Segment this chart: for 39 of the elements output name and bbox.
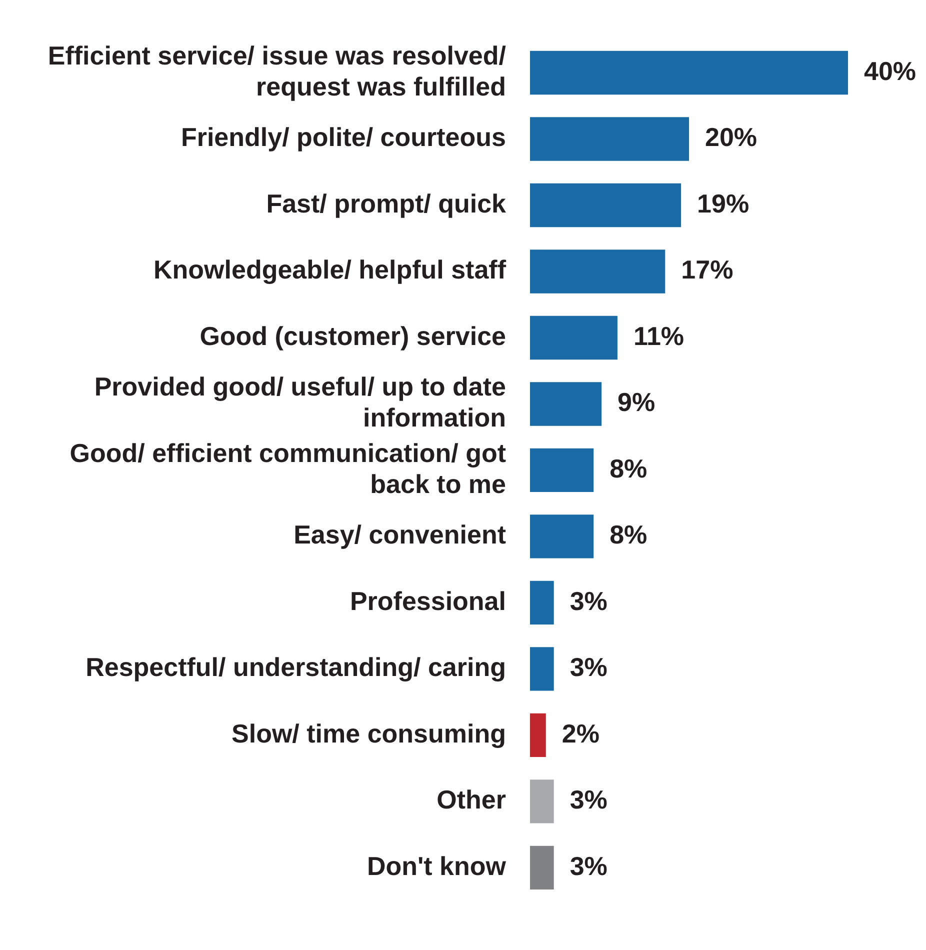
y-tick-label: Good/ efficient communication/ got back to me bbox=[70, 438, 506, 499]
y-tick-label: Efficient service/ issue was resolved/ request was fulfilled bbox=[48, 40, 506, 102]
y-tick-label: Knowledgeable/ helpful staff bbox=[154, 254, 506, 285]
data-label: 3% bbox=[570, 586, 608, 616]
bar bbox=[530, 50, 848, 95]
y-tick-label: Slow/ time consuming bbox=[232, 718, 506, 748]
bar bbox=[530, 713, 546, 758]
y-tick-label: Easy/ convenient bbox=[294, 520, 506, 550]
data-label: 3% bbox=[570, 652, 608, 682]
y-tick-label: Provided good/ useful/ up to date information bbox=[94, 372, 506, 433]
data-label: 3% bbox=[570, 784, 608, 815]
data-label: 2% bbox=[562, 718, 600, 748]
data-label: 8% bbox=[610, 520, 648, 550]
bar bbox=[530, 846, 554, 890]
bar bbox=[530, 183, 682, 228]
data-label: 19% bbox=[697, 188, 750, 218]
y-tick-label: Other bbox=[436, 784, 506, 815]
bar bbox=[530, 117, 689, 161]
y-tick-label: Professional bbox=[350, 586, 506, 616]
data-label: 8% bbox=[610, 453, 648, 484]
data-label: 40% bbox=[864, 56, 916, 86]
bar bbox=[530, 316, 618, 360]
data-label: 20% bbox=[705, 122, 758, 152]
bar bbox=[530, 382, 602, 426]
bar bbox=[530, 580, 554, 625]
bar bbox=[530, 514, 594, 558]
bar bbox=[530, 780, 554, 824]
y-tick-label: Good (customer) service bbox=[200, 320, 506, 351]
bar bbox=[530, 250, 666, 294]
data-label: 3% bbox=[570, 850, 608, 881]
bar bbox=[530, 647, 554, 691]
y-tick-label: Friendly/ polite/ courteous bbox=[180, 122, 506, 152]
y-tick-label: Respectful/ understanding/ caring bbox=[86, 652, 506, 682]
y-tick-label: Don't know bbox=[366, 850, 507, 881]
bar bbox=[530, 448, 594, 492]
y-tick-label: Fast/ prompt/ quick bbox=[266, 188, 507, 218]
data-label: 17% bbox=[681, 254, 734, 285]
data-label: 9% bbox=[618, 387, 656, 418]
data-label: 11% bbox=[633, 320, 684, 351]
